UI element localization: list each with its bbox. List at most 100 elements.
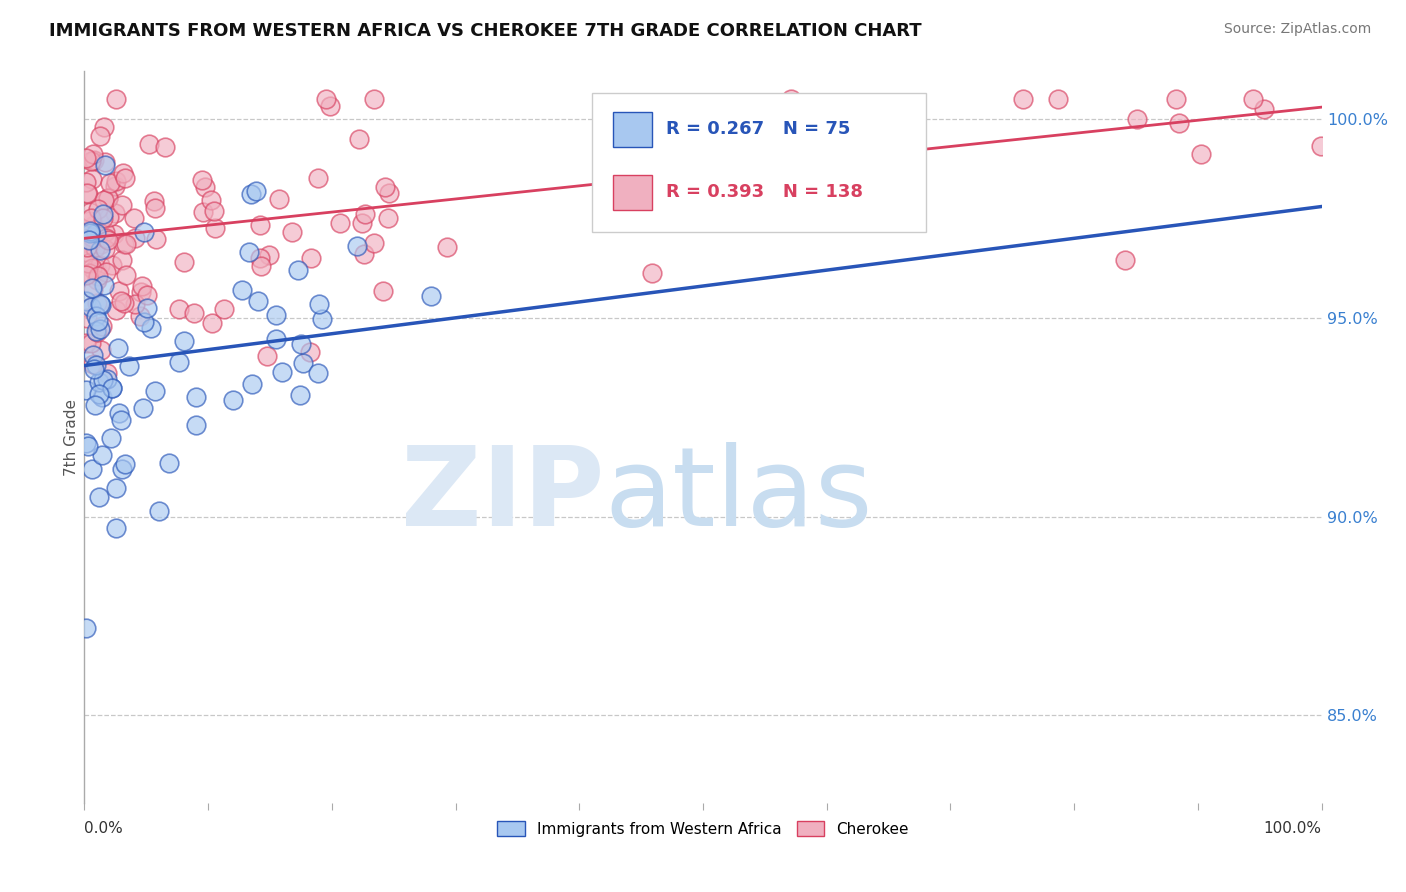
Point [124, 297, 146, 311]
Point [630, 168, 652, 182]
Point [79, 204, 101, 219]
Point [115, 268, 138, 282]
Point [79, 233, 101, 247]
Point [112, 166, 135, 180]
Point [157, 456, 180, 470]
Point [75, 621, 97, 635]
Point [245, 184, 267, 198]
Point [97, 191, 120, 205]
Point [148, 504, 170, 518]
Point [142, 194, 165, 209]
Point [876, 112, 898, 126]
Point [114, 171, 136, 186]
Point [76, 240, 98, 254]
Point [299, 251, 322, 265]
Point [79, 227, 101, 241]
Point [105, 521, 128, 535]
Point [89, 386, 111, 401]
Point [91, 211, 114, 225]
Point [77, 266, 100, 280]
Point [153, 139, 176, 153]
Point [231, 283, 253, 297]
Point [250, 260, 273, 274]
Point [1114, 253, 1136, 268]
Point [96, 367, 118, 381]
Point [214, 302, 236, 317]
Point [173, 334, 195, 349]
Point [104, 205, 127, 219]
Point [77, 301, 100, 315]
Legend: Immigrants from Western Africa, Cherokee: Immigrants from Western Africa, Cherokee [491, 814, 915, 843]
Point [288, 387, 311, 401]
Point [93, 207, 115, 221]
Point [191, 172, 214, 186]
Point [1168, 116, 1191, 130]
Point [131, 285, 153, 299]
Point [79, 154, 101, 169]
Point [780, 92, 803, 106]
Text: R = 0.393   N = 138: R = 0.393 N = 138 [666, 183, 863, 201]
Point [1046, 92, 1069, 106]
Point [184, 390, 207, 404]
Point [114, 457, 136, 471]
Point [311, 312, 333, 326]
Point [281, 225, 304, 239]
Point [136, 288, 159, 302]
Point [90, 237, 112, 252]
Point [1189, 146, 1212, 161]
Point [75, 151, 97, 165]
Point [419, 289, 441, 303]
Point [93, 243, 115, 257]
Point [90, 448, 112, 462]
Point [329, 216, 352, 230]
Point [76, 311, 98, 326]
Point [132, 401, 155, 415]
Point [79, 336, 101, 351]
Point [264, 308, 287, 322]
Point [110, 413, 132, 427]
Point [256, 349, 278, 363]
Point [75, 268, 97, 282]
Point [82, 282, 104, 296]
Point [249, 251, 271, 265]
Point [240, 377, 263, 392]
Point [75, 175, 97, 189]
Point [371, 284, 394, 298]
Point [83, 241, 105, 255]
Point [84, 309, 107, 323]
Point [80, 261, 103, 276]
Point [93, 155, 115, 169]
Point [84, 324, 107, 338]
Point [98, 211, 121, 225]
Point [86, 314, 108, 328]
Point [200, 193, 222, 207]
Point [96, 265, 118, 279]
Point [76, 244, 98, 259]
Point [83, 362, 105, 376]
Point [77, 214, 100, 228]
Point [90, 298, 112, 312]
Point [287, 262, 309, 277]
Point [86, 325, 108, 339]
Point [79, 224, 101, 238]
Point [118, 359, 141, 374]
Point [89, 322, 111, 336]
Point [1253, 102, 1275, 116]
Point [82, 348, 104, 362]
Point [100, 431, 122, 445]
Point [222, 393, 245, 408]
Point [122, 211, 145, 225]
Point [377, 211, 399, 226]
Point [1011, 92, 1033, 106]
Text: Source: ZipAtlas.com: Source: ZipAtlas.com [1223, 22, 1371, 37]
Point [378, 186, 401, 200]
Point [112, 237, 135, 252]
Point [1309, 139, 1331, 153]
Point [96, 233, 118, 247]
Point [346, 239, 368, 253]
Point [89, 375, 111, 389]
Point [107, 285, 129, 299]
Point [720, 192, 742, 206]
Point [167, 301, 190, 316]
Point [363, 235, 385, 250]
